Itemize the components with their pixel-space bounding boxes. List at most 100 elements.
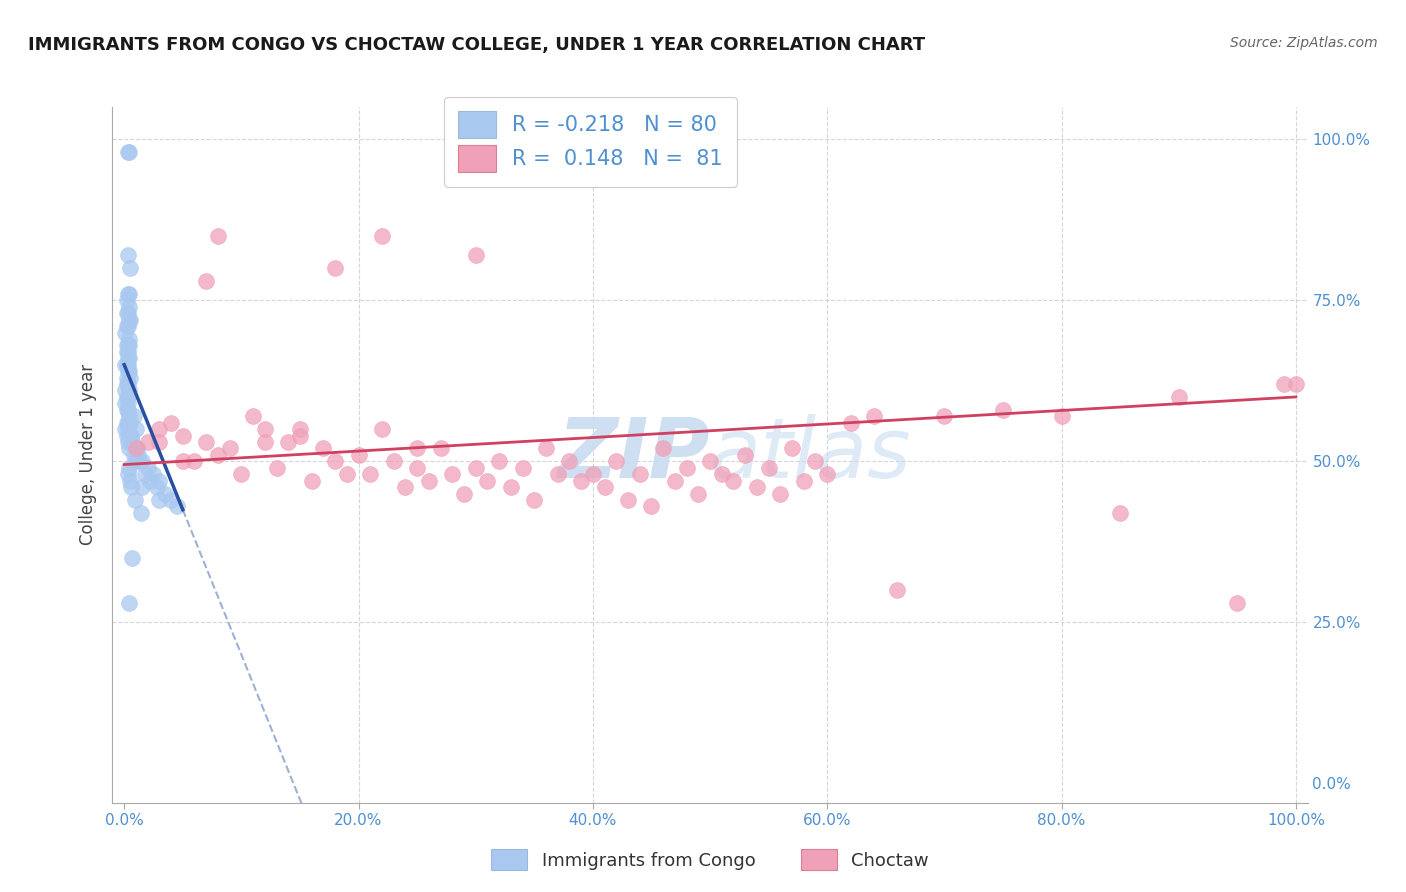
Point [288, 428, 311, 442]
Point [118, 428, 141, 442]
Point [617, 493, 640, 508]
Point [336, 467, 359, 482]
Point [1285, 377, 1308, 392]
Point [120, 416, 141, 430]
Legend: Immigrants from Congo, Choctaw: Immigrants from Congo, Choctaw [484, 842, 936, 877]
Point [118, 300, 141, 314]
Point [464, 460, 486, 475]
Point [266, 460, 288, 475]
Point [406, 442, 429, 456]
Text: atlas: atlas [710, 415, 911, 495]
Point [195, 435, 218, 450]
Point [394, 480, 416, 494]
Point [382, 454, 405, 468]
Point [183, 454, 205, 468]
Point [780, 442, 803, 456]
Point [117, 402, 139, 417]
Point [593, 480, 616, 494]
Point [288, 422, 311, 436]
Point [547, 467, 569, 482]
Point [117, 390, 139, 404]
Point [886, 583, 908, 598]
Point [115, 416, 138, 430]
Point [253, 422, 276, 436]
Point [769, 486, 792, 500]
Point [124, 454, 146, 468]
Point [125, 422, 148, 436]
Point [117, 435, 139, 450]
Point [160, 493, 183, 508]
Point [488, 454, 510, 468]
Point [312, 442, 335, 456]
Point [582, 467, 605, 482]
Point [359, 467, 381, 482]
Point [118, 384, 141, 398]
Point [117, 351, 139, 366]
Point [723, 474, 745, 488]
Point [115, 344, 138, 359]
Point [207, 448, 229, 462]
Point [323, 261, 346, 276]
Point [710, 467, 733, 482]
Point [1109, 506, 1132, 520]
Point [569, 474, 592, 488]
Point [125, 442, 148, 456]
Point [815, 467, 838, 482]
Point [148, 474, 170, 488]
Point [371, 228, 394, 243]
Point [115, 293, 138, 308]
Y-axis label: College, Under 1 year: College, Under 1 year [79, 364, 97, 546]
Point [1050, 409, 1073, 424]
Point [148, 422, 170, 436]
Point [114, 326, 136, 340]
Point [118, 332, 141, 346]
Point [699, 454, 721, 468]
Point [652, 442, 675, 456]
Point [118, 351, 141, 366]
Point [114, 358, 136, 372]
Point [934, 409, 956, 424]
Point [558, 454, 581, 468]
Point [120, 474, 141, 488]
Point [142, 467, 165, 482]
Point [675, 460, 697, 475]
Point [128, 454, 150, 468]
Text: ZIP: ZIP [557, 415, 710, 495]
Point [117, 358, 139, 372]
Point [118, 312, 141, 326]
Point [117, 396, 139, 410]
Point [136, 460, 159, 475]
Point [124, 493, 146, 508]
Point [117, 319, 139, 334]
Point [121, 551, 143, 566]
Point [131, 454, 153, 468]
Point [146, 480, 169, 494]
Point [1167, 390, 1189, 404]
Point [991, 402, 1014, 417]
Point [418, 474, 440, 488]
Point [115, 428, 138, 442]
Point [122, 448, 145, 462]
Point [534, 442, 557, 456]
Point [464, 248, 486, 262]
Point [118, 145, 141, 160]
Point [127, 442, 149, 456]
Point [323, 454, 346, 468]
Point [120, 370, 141, 384]
Point [129, 506, 152, 520]
Point [117, 416, 139, 430]
Point [120, 261, 141, 276]
Point [117, 306, 139, 320]
Point [125, 442, 148, 456]
Point [117, 364, 139, 378]
Point [148, 435, 170, 450]
Point [1272, 377, 1295, 392]
Point [793, 474, 815, 488]
Point [118, 338, 141, 352]
Point [117, 344, 139, 359]
Point [120, 428, 142, 442]
Point [253, 435, 276, 450]
Point [406, 460, 429, 475]
Point [605, 454, 627, 468]
Point [139, 474, 162, 488]
